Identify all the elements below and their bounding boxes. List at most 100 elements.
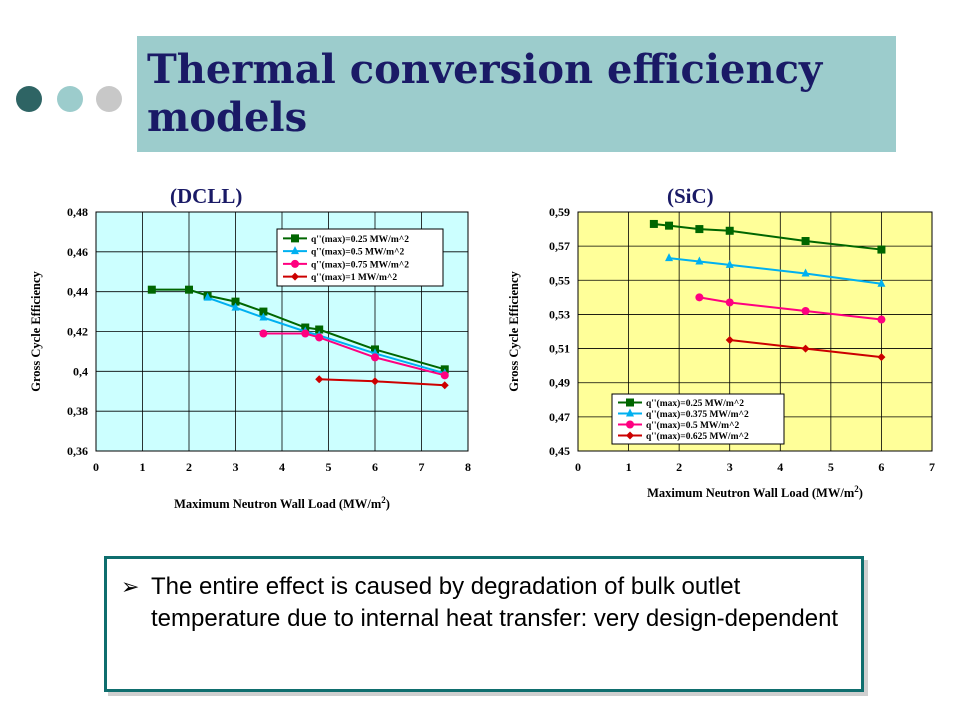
data-point [725,298,734,307]
data-point [801,344,810,353]
series-4 [315,375,449,390]
data-point [877,245,886,254]
series-1 [649,219,886,254]
legend-swatch-marker [291,246,299,255]
x-axis-title: Maximum Neutron Wall Load (MW/m2) [174,495,390,511]
data-point [725,259,734,268]
data-point [665,221,674,230]
bullet-arrow-icon: ➢ [121,575,140,600]
x-axis-title: Maximum Neutron Wall Load (MW/m2) [647,484,863,500]
y-tick-label: 0,44 [67,285,88,299]
y-tick-label: 0,38 [67,404,88,418]
x-tick-label: 1 [626,460,632,474]
data-point [649,219,658,228]
y-tick-label: 0,57 [549,239,570,253]
data-point [259,312,268,321]
x-tick-label: 3 [233,460,239,474]
data-point [801,237,810,246]
y-axis-title: Gross Cycle Efficiency [29,270,43,391]
decor-dot-gray [96,86,122,112]
data-point [259,307,268,316]
y-tick-label: 0,42 [67,325,88,339]
data-point [725,336,734,345]
y-tick-label: 0,55 [549,273,570,287]
data-point [725,226,734,235]
series-4 [725,336,886,362]
x-tick-label: 7 [419,460,425,474]
legend-label: q''(max)=0.75 MW/m^2 [311,259,409,270]
y-axis-title: Gross Cycle Efficiency [507,270,521,391]
x-tick-label: 2 [676,460,682,474]
data-point [695,225,704,234]
data-point [371,377,379,386]
x-tick-label: 6 [372,460,378,474]
decor-dot-dark [16,86,42,112]
series-3 [259,329,449,380]
note-text: The entire effect is caused by degradati… [151,573,839,632]
note-box: ➢ The entire effect is caused by degrada… [104,556,864,692]
data-point [315,325,324,334]
x-axis-title-tail: ) [386,497,390,511]
chart-heading-dcll: (DCLL) [170,184,243,208]
x-tick-label: 5 [326,460,332,474]
data-point [203,292,212,301]
x-tick-label: 0 [575,460,581,474]
y-tick-label: 0,45 [549,444,570,458]
data-point [877,278,886,287]
decor-dot-teal [57,86,83,112]
y-tick-label: 0,59 [549,205,570,219]
legend-swatch-marker [626,398,634,407]
x-axis-title-tail: ) [859,486,863,500]
y-tick-label: 0,48 [67,205,88,219]
data-point [440,381,449,390]
x-tick-label: 2 [186,460,192,474]
y-tick-label: 0,53 [549,307,570,321]
legend-swatch-marker [291,259,299,268]
legend-swatch-marker [626,431,634,440]
series-line [699,296,882,321]
series-2 [665,253,886,287]
data-point [801,307,810,316]
data-point [695,293,704,302]
x-tick-label: 4 [777,460,783,474]
legend-label: q''(max)=0.625 MW/m^2 [646,431,749,442]
y-tick-label: 0,36 [67,444,88,458]
legend-swatch-marker [626,420,634,429]
legend-swatch-marker [291,272,299,281]
data-point [315,375,324,384]
x-tick-label: 3 [727,460,733,474]
data-point [185,285,193,294]
data-point [147,285,156,294]
y-tick-label: 0,47 [549,410,570,424]
x-tick-label: 8 [465,460,471,474]
legend-label: q''(max)=0.5 MW/m^2 [646,420,740,431]
y-tick-label: 0,49 [549,376,570,390]
data-point [301,329,310,338]
legend-swatch-marker [291,234,299,243]
x-tick-label: 0 [93,460,99,474]
legend: q''(max)=0.25 MW/m^2q''(max)=0.5 MW/m^2q… [276,228,444,287]
x-tick-label: 6 [878,460,884,474]
data-point [695,256,704,265]
legend-label: q''(max)=0.375 MW/m^2 [646,409,749,420]
series-3 [695,293,886,324]
title-band: Thermal conversion efficiency models [137,36,896,152]
data-point [877,315,886,324]
data-point [231,302,240,311]
x-tick-label: 4 [279,460,285,474]
data-point [315,333,324,342]
data-point [231,297,240,306]
chart-heading-sic: (SiC) [667,184,714,208]
data-point [371,353,379,362]
legend-label: q''(max)=0.25 MW/m^2 [311,234,409,245]
data-point [259,329,268,338]
legend-swatch-marker [626,408,634,417]
legend-label: q''(max)=1 MW/m^2 [311,272,397,283]
x-axis-title-superscript: 2 [854,484,859,494]
y-tick-label: 0,46 [67,245,88,259]
x-axis-title-superscript: 2 [381,495,386,505]
data-point [801,268,810,277]
x-tick-label: 1 [140,460,146,474]
